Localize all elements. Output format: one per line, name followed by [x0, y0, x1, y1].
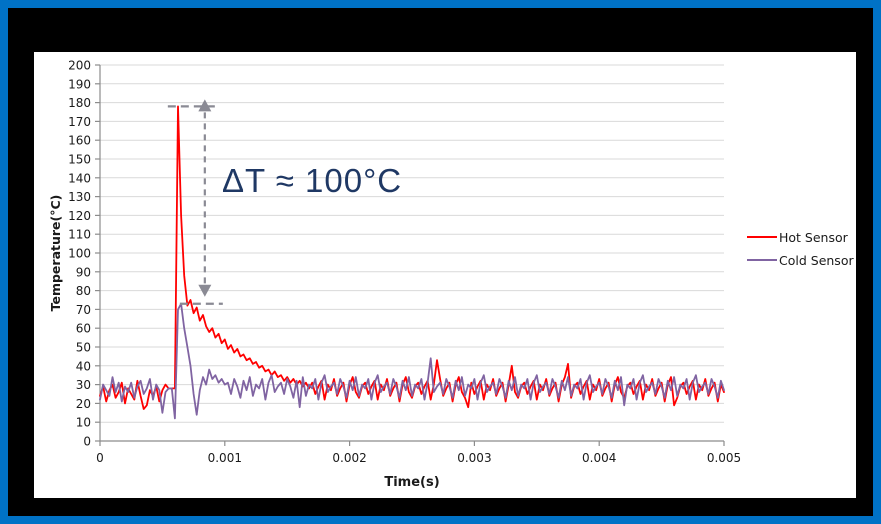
delta-t-annotation: ΔT ≈ 100°C [222, 162, 403, 199]
hot-sensor-line-swatch [747, 236, 777, 238]
legend-label-hot-sensor: Hot Sensor [779, 229, 848, 245]
x-axis-title: Time(s) [384, 475, 440, 490]
temperature-plot: 0 10 20 30 40 50 60 70 80 90 100 110 120 130 140 150 160… [68, 59, 741, 466]
svg-text:140: 140 [68, 171, 91, 185]
svg-text:160: 160 [68, 134, 91, 148]
svg-text:0.001: 0.001 [208, 451, 242, 465]
svg-text:20: 20 [76, 397, 91, 411]
y-axis-title: Temperature(°C) [48, 194, 63, 312]
svg-text:200: 200 [68, 59, 91, 73]
legend-item-cold-sensor: Cold Sensor [747, 252, 854, 268]
svg-text:190: 190 [68, 77, 91, 91]
legend: Hot Sensor Cold Sensor [747, 229, 854, 275]
svg-text:0.004: 0.004 [582, 451, 616, 465]
svg-text:10: 10 [76, 416, 91, 430]
svg-text:30: 30 [76, 378, 91, 392]
svg-text:130: 130 [68, 190, 91, 204]
svg-text:0: 0 [96, 451, 104, 465]
svg-text:80: 80 [76, 284, 91, 298]
svg-text:0: 0 [83, 435, 91, 449]
svg-text:60: 60 [76, 322, 91, 336]
svg-text:90: 90 [76, 265, 91, 279]
legend-label-cold-sensor: Cold Sensor [779, 252, 854, 268]
legend-item-hot-sensor: Hot Sensor [747, 229, 854, 245]
cold-sensor-line-swatch [747, 259, 777, 261]
svg-text:150: 150 [68, 153, 91, 167]
svg-text:0.005: 0.005 [707, 451, 741, 465]
svg-text:170: 170 [68, 115, 91, 129]
svg-text:50: 50 [76, 341, 91, 355]
svg-text:110: 110 [68, 228, 91, 242]
slide-background: 0 10 20 30 40 50 60 70 80 90 100 110 120 130 140 150 160… [8, 8, 873, 516]
svg-text:180: 180 [68, 96, 91, 110]
temperature-chart-area: 0 10 20 30 40 50 60 70 80 90 100 110 120 130 140 150 160… [34, 52, 856, 498]
svg-text:40: 40 [76, 359, 91, 373]
svg-text:0.003: 0.003 [457, 451, 491, 465]
svg-text:100: 100 [68, 247, 91, 261]
svg-text:70: 70 [76, 303, 91, 317]
svg-text:120: 120 [68, 209, 91, 223]
svg-text:0.002: 0.002 [332, 451, 366, 465]
